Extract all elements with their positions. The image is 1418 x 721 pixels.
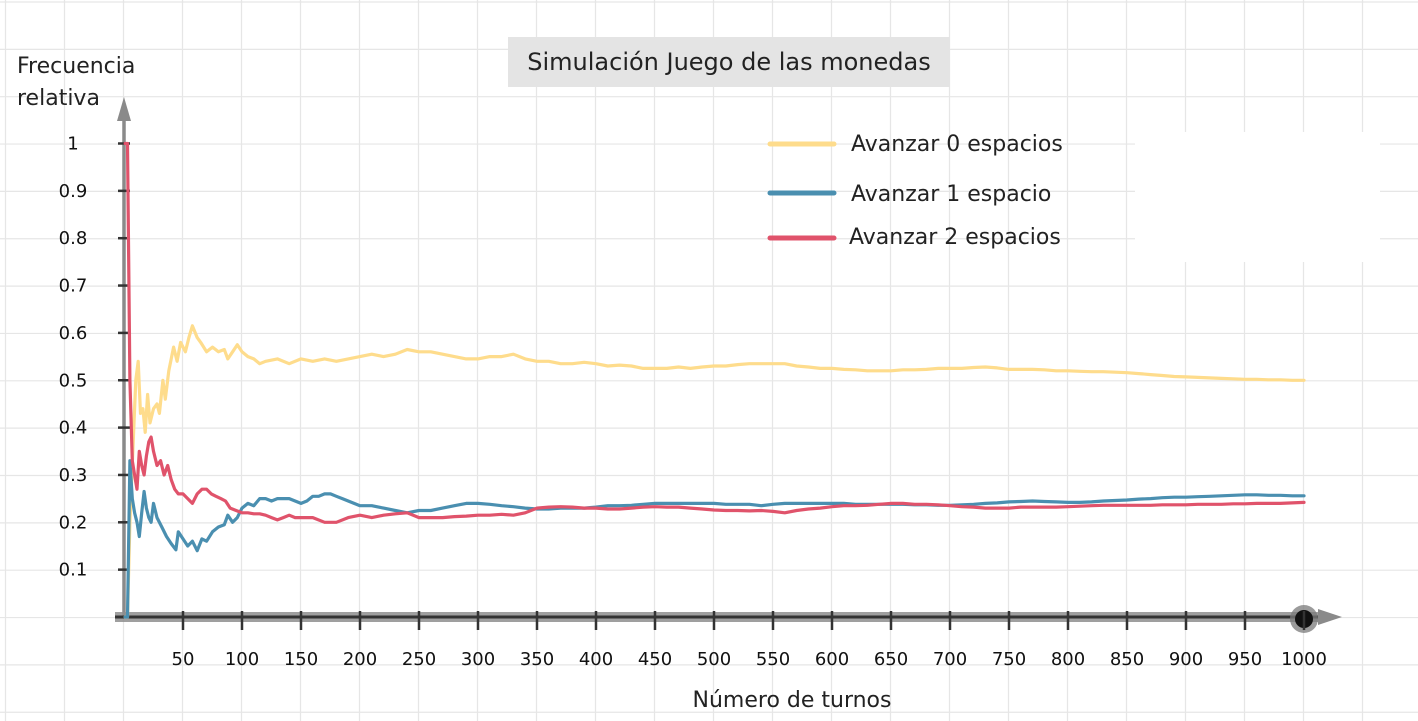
legend-background [1135,132,1380,262]
x-tick-label-12: 650 [874,649,908,670]
x-axis-arrow [1318,609,1342,625]
legend-label-0: Avanzar 0 espacios [851,132,1063,157]
x-tick-label-4: 250 [402,649,436,670]
x-tick-label-13: 700 [933,649,967,670]
series-line-0 [123,324,1306,619]
x-tick-label-5: 300 [461,649,495,670]
y-tick-label-6: 0.7 [59,276,88,297]
legend-label-2: Avanzar 2 espacios [849,225,1061,250]
y-tick-label-8: 0.9 [59,181,88,202]
x-tick-label-3: 200 [343,649,377,670]
x-tick-label-18: 950 [1228,649,1262,670]
legend-label-1: Avanzar 1 espacio [851,182,1051,207]
x-tick-label-11: 600 [815,649,849,670]
x-tick-label-15: 800 [1051,649,1085,670]
x-tick-label-7: 400 [579,649,613,670]
y-tick-label-1: 0.2 [59,512,88,533]
x-tick-label-8: 450 [638,649,672,670]
y-axis-label-line-1: Frecuencia [17,54,135,79]
ticks: 50 100 150 200 250 300 350 400 450 500 550 600 650 70… [59,134,1327,671]
y-tick-label-3: 0.4 [59,418,88,439]
y-tick-label-4: 0.5 [59,370,88,391]
y-tick-label-9: 1 [67,134,78,155]
x-tick-label-10: 550 [756,649,790,670]
x-tick-label-2: 150 [284,649,318,670]
legend: Avanzar 0 espacios Avanzar 1 espacio Ava… [767,132,1380,262]
x-tick-label-14: 750 [992,649,1026,670]
x-tick-label-9: 500 [697,649,731,670]
series-line-2 [123,141,1306,524]
x-tick-label-1: 100 [225,649,259,670]
y-tick-label-7: 0.8 [59,228,88,249]
chart-title: Simulación Juego de las monedas [527,48,930,76]
y-tick-label-5: 0.6 [59,323,88,344]
series-lines [123,141,1306,619]
x-axis-label: Número de turnos [693,688,892,713]
y-axis-arrow [117,97,131,121]
y-axis-label-line-2: relativa [17,86,100,111]
title-box [508,37,950,87]
x-tick-label-6: 350 [520,649,554,670]
y-tick-label-0: 0.1 [59,560,88,581]
x-tick-label-16: 850 [1110,649,1144,670]
x-tick-label-0: 50 [172,649,195,670]
x-tick-label-19: 1000 [1281,649,1327,670]
x-tick-label-17: 900 [1169,649,1203,670]
axes [115,97,1342,633]
series-line-1 [123,459,1306,619]
y-tick-label-2: 0.3 [59,465,88,486]
